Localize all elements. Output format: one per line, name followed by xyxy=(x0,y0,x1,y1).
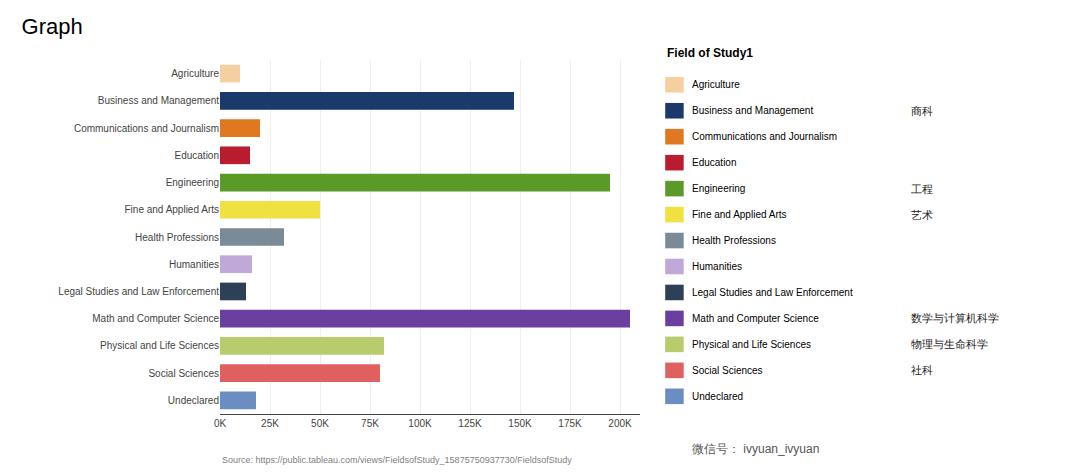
svg-text:100K: 100K xyxy=(408,418,432,429)
svg-text:Fine and Applied Arts: Fine and Applied Arts xyxy=(124,204,219,215)
svg-text:0K: 0K xyxy=(214,418,227,429)
svg-text:Agriculture: Agriculture xyxy=(171,68,219,79)
svg-text:Math and Computer Science: Math and Computer Science xyxy=(692,313,819,324)
svg-text:Health Professions: Health Professions xyxy=(135,232,219,243)
svg-text:Graph: Graph xyxy=(22,14,83,39)
svg-text:Social Sciences: Social Sciences xyxy=(148,368,219,379)
svg-text:Physical and Life Sciences: Physical and Life Sciences xyxy=(692,339,811,350)
svg-text:Undeclared: Undeclared xyxy=(168,395,219,406)
svg-text:工程: 工程 xyxy=(911,183,933,195)
svg-text:Math and Computer Science: Math and Computer Science xyxy=(92,313,219,324)
svg-text:社科: 社科 xyxy=(911,364,933,376)
svg-text:Health Professions: Health Professions xyxy=(692,235,776,246)
svg-text:艺术: 艺术 xyxy=(911,209,933,221)
svg-text:Communications and Journalism: Communications and Journalism xyxy=(692,131,837,142)
svg-text:125K: 125K xyxy=(458,418,482,429)
svg-text:Source: https://public.tableau: Source: https://public.tableau.com/views… xyxy=(222,455,572,465)
svg-text:Legal Studies and Law Enforcem: Legal Studies and Law Enforcement xyxy=(692,287,853,298)
svg-text:Fine and Applied Arts: Fine and Applied Arts xyxy=(692,209,787,220)
svg-text:Agriculture: Agriculture xyxy=(692,79,740,90)
svg-text:Engineering: Engineering xyxy=(166,177,219,188)
svg-text:Legal Studies and Law Enforcem: Legal Studies and Law Enforcement xyxy=(58,286,219,297)
svg-text:商科: 商科 xyxy=(911,105,933,117)
svg-text:Social Sciences: Social Sciences xyxy=(692,365,763,376)
svg-text:200K: 200K xyxy=(608,418,632,429)
svg-text:Communications and Journalism: Communications and Journalism xyxy=(74,123,219,134)
svg-text:50K: 50K xyxy=(311,418,329,429)
svg-text:150K: 150K xyxy=(508,418,532,429)
svg-text:Business and Management: Business and Management xyxy=(98,95,219,106)
svg-text:75K: 75K xyxy=(361,418,379,429)
svg-text:Humanities: Humanities xyxy=(169,259,219,270)
svg-text:数学与计算机科学: 数学与计算机科学 xyxy=(911,312,999,324)
svg-text:Undeclared: Undeclared xyxy=(692,391,743,402)
svg-text:Education: Education xyxy=(175,150,219,161)
svg-text:微信号： ivyuan_ivyuan: 微信号： ivyuan_ivyuan xyxy=(692,442,819,456)
svg-text:Humanities: Humanities xyxy=(692,261,742,272)
svg-text:175K: 175K xyxy=(558,418,582,429)
svg-text:Physical and Life Sciences: Physical and Life Sciences xyxy=(100,340,219,351)
svg-text:物理与生命科学: 物理与生命科学 xyxy=(911,338,988,350)
svg-text:Field of Study1: Field of Study1 xyxy=(667,46,753,60)
svg-text:Education: Education xyxy=(692,157,736,168)
svg-text:25K: 25K xyxy=(261,418,279,429)
svg-text:Business and Management: Business and Management xyxy=(692,105,813,116)
svg-text:Engineering: Engineering xyxy=(692,183,745,194)
